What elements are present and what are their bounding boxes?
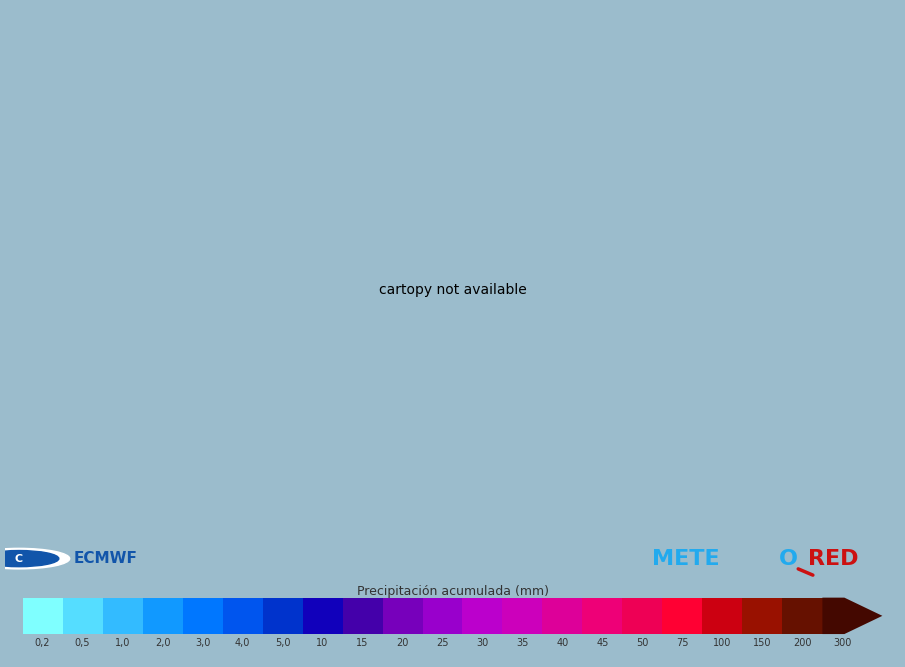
Bar <box>383 598 424 634</box>
Bar <box>742 598 783 634</box>
Text: 35: 35 <box>516 638 529 648</box>
Text: 100: 100 <box>713 638 731 648</box>
Text: 200: 200 <box>793 638 812 648</box>
Bar <box>423 598 463 634</box>
Text: C: C <box>15 554 23 564</box>
Text: 150: 150 <box>753 638 772 648</box>
Text: 40: 40 <box>557 638 568 648</box>
Text: 30: 30 <box>476 638 489 648</box>
Polygon shape <box>823 598 882 634</box>
Text: ECMWF: ECMWF <box>73 551 138 566</box>
Text: 4,0: 4,0 <box>235 638 251 648</box>
Bar <box>143 598 184 634</box>
Bar <box>302 598 343 634</box>
Text: 15: 15 <box>357 638 368 648</box>
Text: 0,2: 0,2 <box>35 638 51 648</box>
Bar <box>542 598 583 634</box>
Text: 45: 45 <box>596 638 609 648</box>
Text: 0,5: 0,5 <box>75 638 91 648</box>
Text: METE: METE <box>652 549 719 568</box>
Bar <box>502 598 543 634</box>
Bar <box>262 598 303 634</box>
Text: 20: 20 <box>396 638 409 648</box>
Bar <box>62 598 103 634</box>
Text: O: O <box>778 549 797 568</box>
Text: 1,0: 1,0 <box>115 638 130 648</box>
Circle shape <box>0 548 70 569</box>
Text: 75: 75 <box>676 638 689 648</box>
Bar <box>342 598 383 634</box>
Text: 10: 10 <box>317 638 329 648</box>
Circle shape <box>0 550 59 567</box>
Bar <box>583 598 624 634</box>
Bar <box>702 598 743 634</box>
Text: 300: 300 <box>834 638 852 648</box>
Text: Precipitación acumulada (mm): Precipitación acumulada (mm) <box>357 584 548 598</box>
Text: 3,0: 3,0 <box>195 638 210 648</box>
Bar <box>783 598 824 634</box>
Text: 2,0: 2,0 <box>155 638 170 648</box>
Text: cartopy not available: cartopy not available <box>378 283 527 297</box>
Bar <box>102 598 143 634</box>
Bar <box>623 598 663 634</box>
Bar <box>183 598 224 634</box>
Text: 25: 25 <box>436 638 449 648</box>
Bar <box>223 598 263 634</box>
Bar <box>662 598 703 634</box>
Text: 5,0: 5,0 <box>275 638 291 648</box>
Text: RED: RED <box>808 549 859 568</box>
Bar <box>23 598 63 634</box>
Bar <box>462 598 503 634</box>
Text: 50: 50 <box>636 638 649 648</box>
